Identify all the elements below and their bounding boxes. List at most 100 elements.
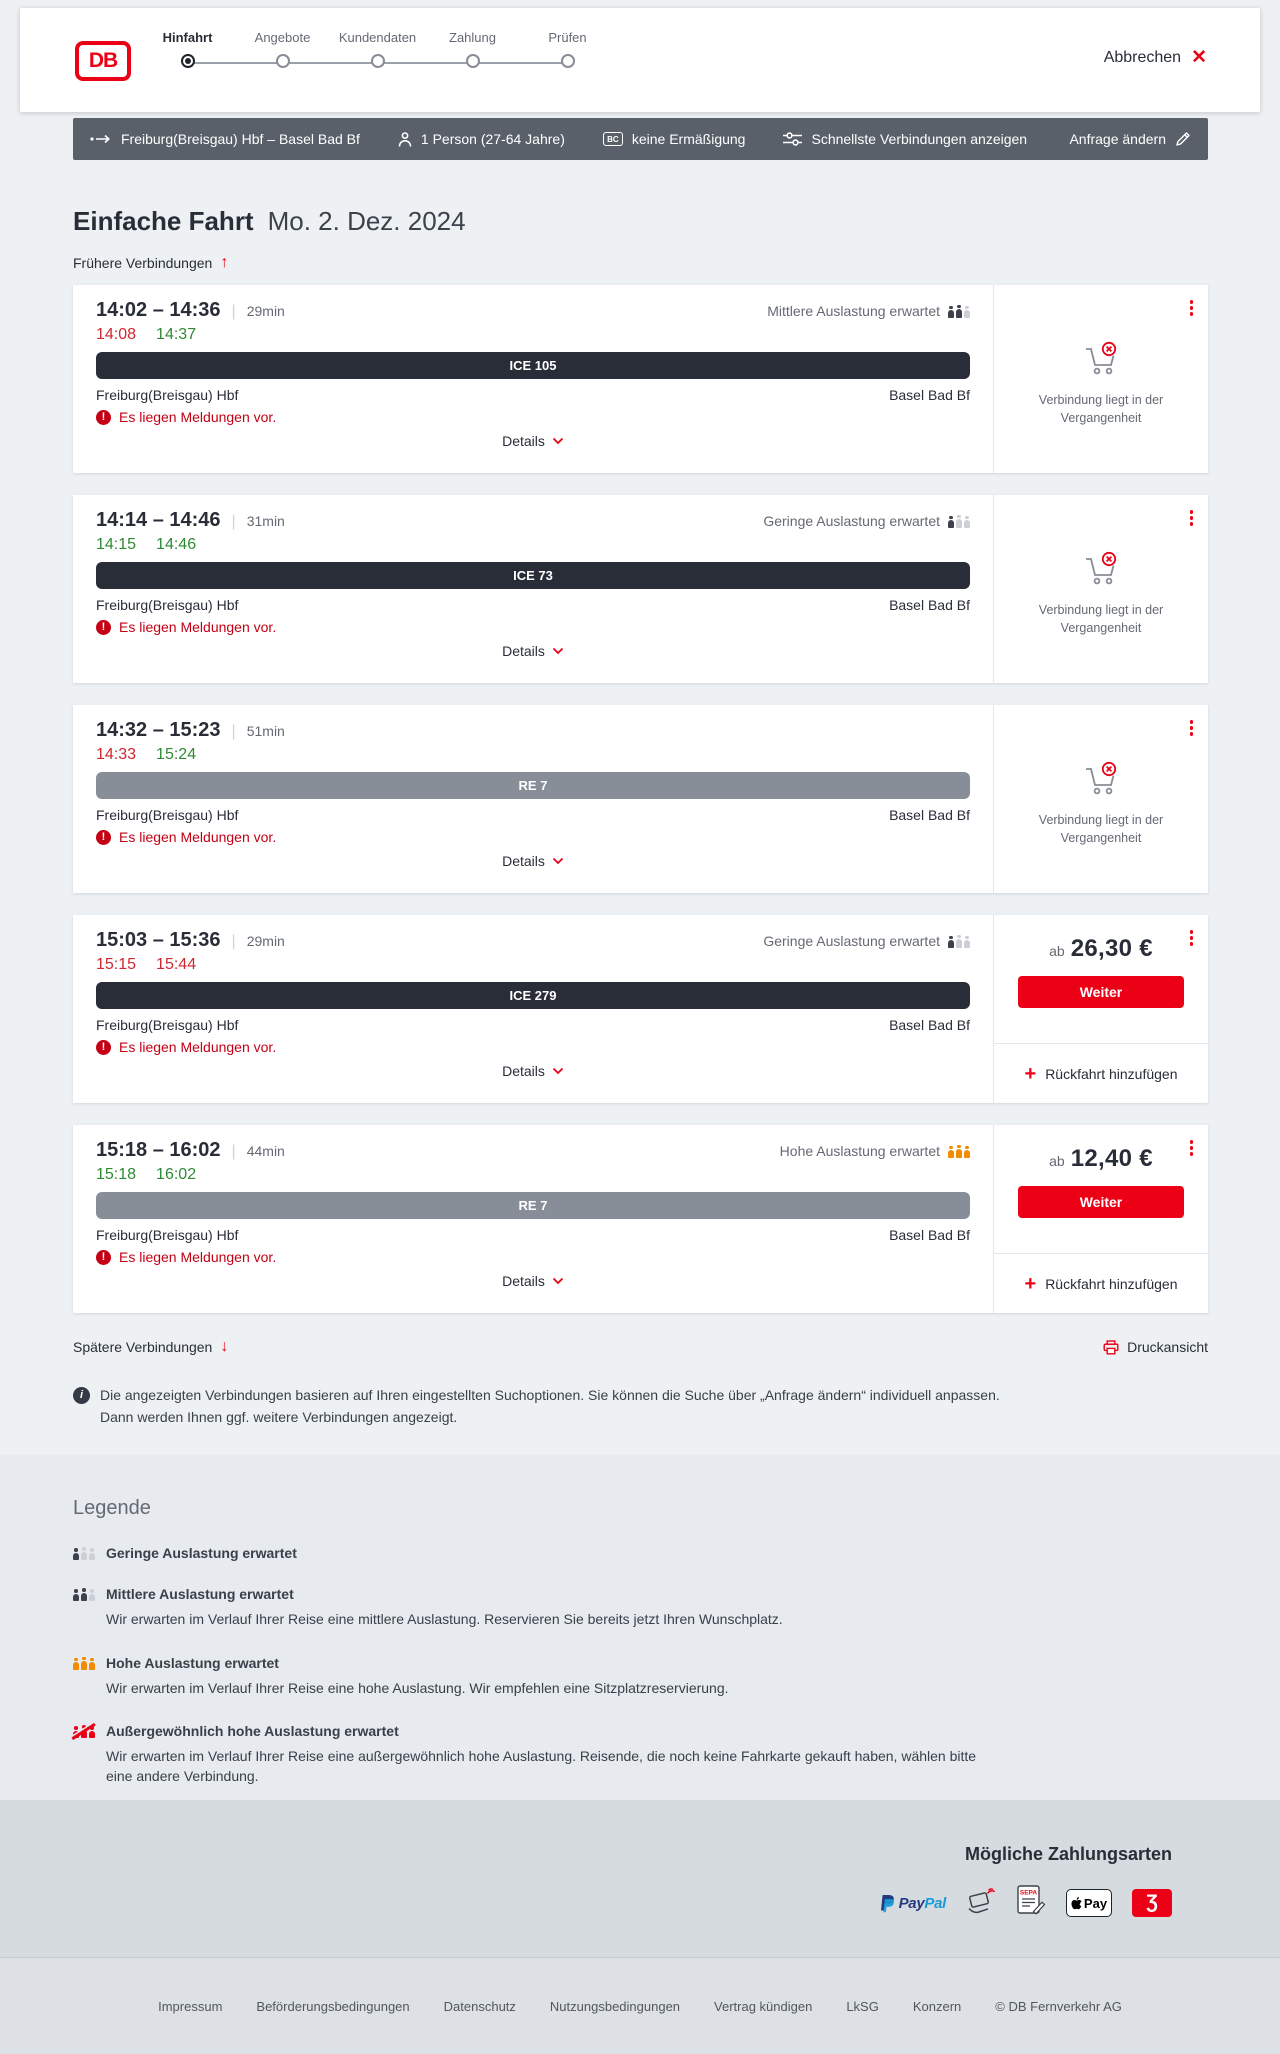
- info-icon: i: [73, 1387, 90, 1404]
- connection-duration: 51min: [246, 723, 285, 739]
- step-label: Prüfen: [548, 30, 587, 45]
- occupancy-indicator: Hohe Auslastung erwartet: [780, 1143, 970, 1159]
- train-label: RE 7: [518, 1198, 548, 1213]
- alert-row: ! Es liegen Meldungen vor.: [96, 409, 970, 425]
- cancel-label: Abbrechen: [1103, 48, 1182, 66]
- alert-icon: !: [96, 619, 111, 635]
- footer-link-nutzungsbedingungen[interactable]: Nutzungsbedingungen: [549, 1998, 681, 2014]
- details-toggle[interactable]: Details: [96, 433, 970, 449]
- footer-link-befoerderungsbedingungen[interactable]: Beförderungsbedingungen: [256, 1998, 410, 2014]
- details-label: Details: [502, 853, 545, 869]
- connection-duration: 44min: [246, 1143, 285, 1159]
- continue-button[interactable]: Weiter: [1018, 1186, 1184, 1218]
- occupancy-icon: [948, 514, 970, 528]
- results-footer-row: Spätere Verbindungen ↓ Druckansicht: [73, 1339, 1208, 1356]
- realtime-arrival: 16:02: [156, 1166, 197, 1183]
- separator: |: [231, 303, 236, 320]
- occupancy-indicator: Geringe Auslastung erwartet: [763, 513, 970, 529]
- connection-card: 15:03 – 15:36 | 29min Geringe Auslastung…: [73, 915, 1208, 1103]
- stations-row: Freiburg(Breisgau) Hbf Basel Bad Bf: [96, 597, 970, 613]
- overflow-menu-button[interactable]: [1188, 927, 1196, 949]
- chevron-down-icon: [552, 1067, 564, 1075]
- alert-icon: !: [96, 409, 111, 425]
- alert-row: ! Es liegen Meldungen vor.: [96, 1039, 970, 1055]
- alert-text: Es liegen Meldungen vor.: [119, 1039, 277, 1055]
- train-label: RE 7: [518, 778, 548, 793]
- footer-link-datenschutz[interactable]: Datenschutz: [443, 1998, 516, 2014]
- realtime-departure: 14:33: [96, 746, 137, 763]
- stepper-step-hinfahrt: Hinfahrt: [140, 30, 235, 68]
- add-return-label: Rückfahrt hinzufügen: [1045, 1275, 1178, 1292]
- connection-card: 15:18 – 16:02 | 44min Hohe Auslastung er…: [73, 1125, 1208, 1313]
- price-row: ab 26,30 €: [1049, 935, 1153, 963]
- later-connections-link[interactable]: Spätere Verbindungen ↓: [73, 1339, 228, 1356]
- search-options-hint-text: Die angezeigten Verbindungen basieren au…: [100, 1387, 1000, 1425]
- stepper-step-zahlung: Zahlung: [425, 30, 520, 68]
- realtime-arrival: 15:24: [156, 746, 197, 763]
- realtime-departure: 14:08: [96, 326, 137, 343]
- details-toggle[interactable]: Details: [96, 853, 970, 869]
- details-toggle[interactable]: Details: [96, 1063, 970, 1079]
- departure-station: Freiburg(Breisgau) Hbf: [96, 1017, 239, 1033]
- arrival-station: Basel Bad Bf: [889, 1017, 970, 1033]
- footer-link-impressum[interactable]: Impressum: [158, 1998, 223, 2014]
- connection-side-panel: Verbindung liegt in der Vergangenheit: [993, 285, 1208, 473]
- pencil-icon: [1176, 132, 1190, 146]
- stations-row: Freiburg(Breisgau) Hbf Basel Bad Bf: [96, 807, 970, 823]
- cancel-button[interactable]: Abbrechen ✕: [1104, 48, 1207, 67]
- departure-station: Freiburg(Breisgau) Hbf: [96, 387, 239, 403]
- details-toggle[interactable]: Details: [96, 1273, 970, 1289]
- overflow-menu-button[interactable]: [1188, 717, 1196, 739]
- departure-station: Freiburg(Breisgau) Hbf: [96, 1227, 239, 1243]
- paypal-icon: PayPal: [880, 1894, 946, 1913]
- arrival-station: Basel Bad Bf: [889, 807, 970, 823]
- page-title: Einfache Fahrt: [73, 206, 254, 236]
- arrival-station: Basel Bad Bf: [889, 1227, 970, 1243]
- booking-stepper: Hinfahrt Angebote Kundendaten Zahlung Pr…: [140, 30, 615, 68]
- footer-link-vertrag-kuendigen[interactable]: Vertrag kündigen: [714, 1998, 813, 2014]
- realtime-departure: 15:18: [96, 1166, 137, 1183]
- change-request-button[interactable]: Anfrage ändern: [1069, 131, 1191, 147]
- occupancy-label: Geringe Auslastung erwartet: [763, 513, 940, 529]
- add-return-button[interactable]: + Rückfahrt hinzufügen: [994, 1043, 1208, 1103]
- add-return-button[interactable]: + Rückfahrt hinzufügen: [994, 1253, 1208, 1313]
- bahncard-icon: BC: [602, 132, 623, 146]
- alert-text: Es liegen Meldungen vor.: [119, 409, 277, 425]
- print-view-label: Druckansicht: [1127, 1339, 1208, 1355]
- continue-button[interactable]: Weiter: [1018, 976, 1184, 1008]
- connection-duration: 31min: [246, 513, 285, 529]
- stepper-step-angebote: Angebote: [235, 30, 330, 68]
- overflow-menu-button[interactable]: [1188, 1137, 1196, 1159]
- occupancy-icon: [948, 1144, 970, 1158]
- details-label: Details: [502, 1063, 545, 1079]
- footer-link-lksg[interactable]: LkSG: [846, 1998, 879, 2014]
- db-logo[interactable]: DB: [75, 41, 131, 81]
- earlier-connections-link[interactable]: Frühere Verbindungen ↑: [73, 255, 1208, 272]
- connection-time-range: 14:14 – 14:46: [96, 509, 221, 531]
- journey-route: Freiburg(Breisgau) Hbf – Basel Bad Bf: [90, 131, 360, 147]
- separator: |: [231, 1143, 236, 1160]
- sepa-icon: SEPA: [1017, 1885, 1046, 1921]
- stepper-step-pruefen: Prüfen: [520, 30, 615, 68]
- overflow-menu-button[interactable]: [1188, 297, 1196, 319]
- credit-card-icon: [966, 1886, 997, 1920]
- overflow-menu-button[interactable]: [1188, 507, 1196, 529]
- connection-side-panel: ab 12,40 € Weiter + Rückfahrt hinzufügen: [993, 1125, 1208, 1313]
- apple-pay-icon: Pay: [1066, 1889, 1112, 1917]
- person-icon: [398, 131, 412, 147]
- details-toggle[interactable]: Details: [96, 643, 970, 659]
- price-value: 26,30 €: [1070, 935, 1153, 962]
- print-view-link[interactable]: Druckansicht: [1103, 1339, 1208, 1355]
- past-connection-panel: Verbindung liegt in der Vergangenheit: [994, 285, 1208, 473]
- footer-link-konzern[interactable]: Konzern: [912, 1998, 962, 2014]
- chevron-down-icon: [552, 857, 564, 865]
- db-logo-text: DB: [88, 49, 118, 72]
- train-bar: ICE 279: [96, 982, 970, 1009]
- price-panel: ab 26,30 € Weiter: [994, 915, 1208, 1043]
- fastest-connections-toggle[interactable]: Schnellste Verbindungen anzeigen: [783, 131, 1027, 147]
- connection-time-range: 15:03 – 15:36: [96, 929, 221, 951]
- occupancy-exceptional-icon: [73, 1725, 95, 1739]
- train-bar: ICE 73: [96, 562, 970, 589]
- copyright-notice: © DB Fernverkehr AG: [995, 1998, 1122, 2014]
- details-label: Details: [502, 433, 545, 449]
